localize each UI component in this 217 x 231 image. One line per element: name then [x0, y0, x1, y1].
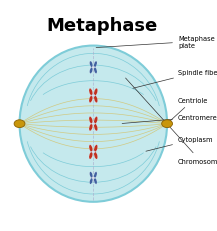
Ellipse shape	[92, 67, 95, 69]
Ellipse shape	[90, 178, 93, 184]
Ellipse shape	[92, 95, 95, 97]
Ellipse shape	[89, 96, 93, 103]
Ellipse shape	[14, 120, 25, 128]
Ellipse shape	[94, 89, 98, 96]
Ellipse shape	[94, 178, 97, 184]
Text: Cytoplasm: Cytoplasm	[146, 136, 214, 152]
Ellipse shape	[89, 89, 93, 96]
Ellipse shape	[94, 68, 97, 74]
Ellipse shape	[90, 172, 93, 178]
Ellipse shape	[162, 120, 173, 128]
Ellipse shape	[20, 46, 167, 202]
Text: Chromosome: Chromosome	[126, 79, 217, 164]
Text: Centriole: Centriole	[169, 97, 208, 122]
Ellipse shape	[92, 177, 95, 179]
Ellipse shape	[89, 152, 93, 159]
Ellipse shape	[89, 145, 93, 152]
Ellipse shape	[92, 151, 95, 153]
Ellipse shape	[94, 117, 98, 124]
Ellipse shape	[94, 96, 98, 103]
Ellipse shape	[90, 62, 93, 68]
Ellipse shape	[94, 172, 97, 178]
Text: Metaphase
plate: Metaphase plate	[96, 36, 215, 49]
Ellipse shape	[94, 145, 98, 152]
Text: Metaphase: Metaphase	[46, 17, 158, 35]
Ellipse shape	[89, 117, 93, 124]
Text: Spindle fiber: Spindle fiber	[133, 69, 217, 89]
Ellipse shape	[89, 124, 93, 131]
Ellipse shape	[92, 123, 95, 125]
Text: Centromere: Centromere	[122, 115, 217, 124]
Ellipse shape	[90, 68, 93, 74]
Ellipse shape	[94, 62, 97, 68]
Ellipse shape	[94, 124, 98, 131]
Ellipse shape	[94, 152, 98, 159]
